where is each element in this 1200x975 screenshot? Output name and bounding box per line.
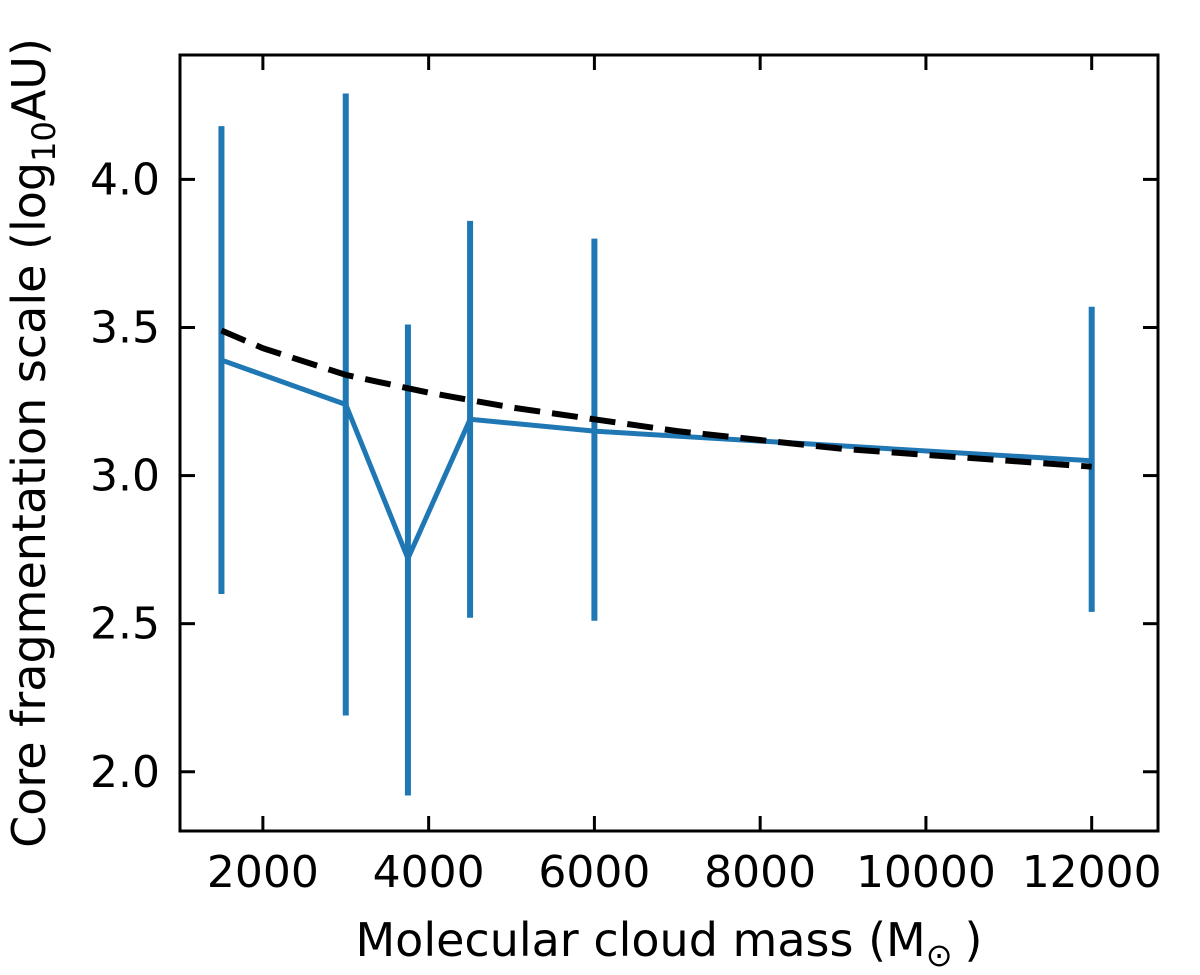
x-axis-label: Molecular cloud mass (M⊙) <box>355 913 982 974</box>
x-tick-label: 8000 <box>704 847 816 898</box>
y-tick-label: 2.5 <box>90 599 160 650</box>
plot-area <box>218 93 1095 796</box>
series-line-dashed <box>220 327 1092 470</box>
y-tick-label: 3.5 <box>90 302 160 353</box>
series-line-solid <box>220 357 1092 565</box>
x-tick-label: 2000 <box>207 847 319 898</box>
x-tick-label: 10000 <box>856 847 996 898</box>
y-axis-label: Core fragmentation scale (log10AU) <box>2 38 63 848</box>
y-tick-label: 4.0 <box>90 154 160 205</box>
x-tick-label: 12000 <box>1022 847 1162 898</box>
y-tick-label: 3.0 <box>90 451 160 502</box>
x-tick-label: 4000 <box>373 847 485 898</box>
axis-ticks: 2000 4000 6000 8000 10000 12000 2.0 2.5 3.0 3.5 4.… <box>90 55 1162 898</box>
y-tick-label: 2.0 <box>90 747 160 798</box>
axes-frame <box>178 53 1160 833</box>
x-tick-label: 6000 <box>538 847 650 898</box>
